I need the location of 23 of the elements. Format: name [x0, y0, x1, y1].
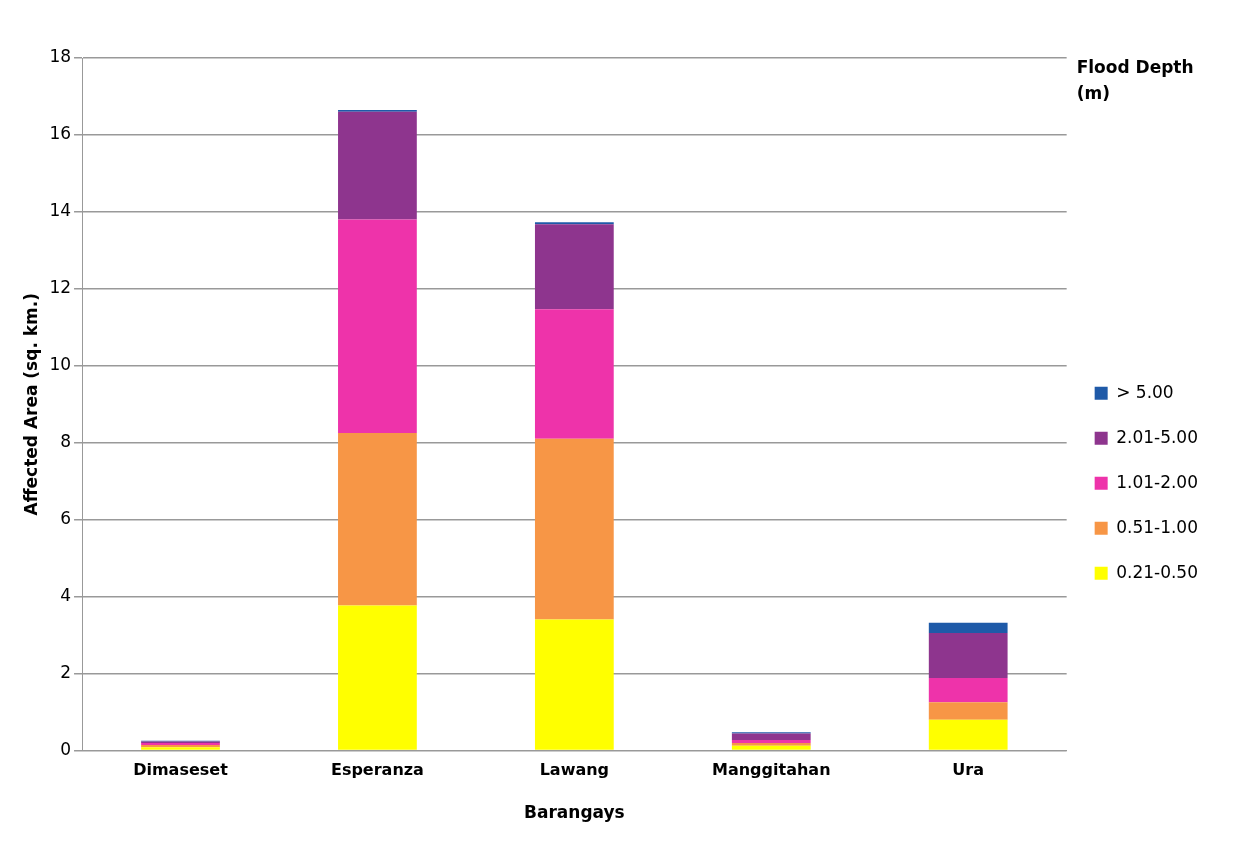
x-tick-label: Esperanza: [330, 760, 424, 780]
legend-label: > 5.00: [1116, 381, 1174, 402]
legend-title: Flood Depth (m): [1076, 56, 1194, 103]
x-axis-title: Barangays: [523, 802, 625, 823]
x-tick-label: Ura: [952, 760, 985, 780]
y-tick-label: 18: [49, 46, 72, 67]
y-axis-title: Affected Area (sq. km.): [20, 292, 41, 516]
legend-label: 1.01-2.00: [1116, 471, 1199, 492]
y-tick-label: 2: [60, 661, 72, 682]
x-tick-label: Lawang: [539, 760, 610, 780]
y-tick-label: 12: [49, 277, 72, 298]
y-tick-label: 4: [60, 584, 72, 605]
legend-label: 0.51-1.00: [1116, 516, 1199, 537]
y-tick-label: 6: [60, 508, 72, 529]
legend-label: 0.21-0.50: [1116, 561, 1199, 582]
y-tick-label: 8: [60, 431, 72, 452]
x-tick-label: Manggitahan: [712, 760, 831, 780]
y-tick-label: 14: [49, 200, 72, 221]
y-tick-label: 0: [60, 738, 72, 759]
legend-label: 2.01-5.00: [1116, 426, 1199, 447]
y-tick-label: 16: [49, 123, 72, 144]
x-tick-label: Dimaseset: [133, 760, 229, 780]
y-tick-label: 10: [49, 354, 72, 375]
